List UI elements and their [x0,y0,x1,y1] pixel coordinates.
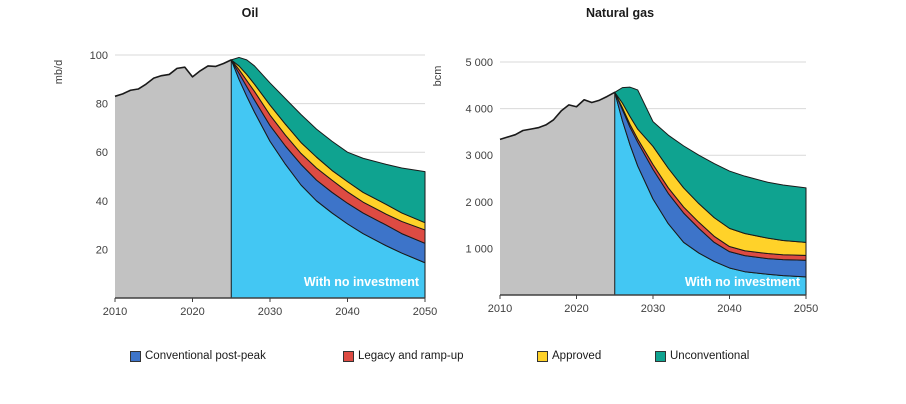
legend-label-unconventional: Unconventional [670,350,750,362]
svg-text:2010: 2010 [488,303,512,315]
legend-item-legacy-and-ramp-up: Legacy and ramp-up [343,349,463,363]
svg-text:2 000: 2 000 [465,197,493,209]
svg-text:2050: 2050 [794,303,818,315]
svg-text:2030: 2030 [258,306,282,318]
svg-text:2050: 2050 [413,306,437,318]
legend-item-approved: Approved [537,349,601,363]
svg-text:2040: 2040 [717,303,741,315]
svg-text:2030: 2030 [641,303,665,315]
oil-chart-title: Oil [241,6,259,20]
svg-text:2020: 2020 [180,306,204,318]
oil-no-investment-annotation: With no investment [303,275,419,289]
svg-text:40: 40 [96,196,108,208]
legend-swatch-unconventional [655,350,666,362]
svg-text:2010: 2010 [103,306,127,318]
svg-text:100: 100 [90,50,108,62]
svg-text:4 000: 4 000 [465,104,493,116]
svg-text:3 000: 3 000 [465,150,493,162]
svg-text:bcm: bcm [432,66,444,87]
legend-swatch-legacy-and-ramp-up [343,350,354,362]
svg-text:1 000: 1 000 [465,243,493,255]
legend-swatch-approved [537,350,548,362]
svg-text:2020: 2020 [564,303,588,315]
svg-text:5 000: 5 000 [465,57,493,69]
svg-text:mb/d: mb/d [53,60,65,84]
legend-item-unconventional: Unconventional [655,349,749,363]
svg-text:80: 80 [96,99,108,111]
natural-gas-chart: 2010 2020 2030 2040 2050 1 000 2 000 3 000 4 000… [432,57,818,315]
svg-text:20: 20 [96,244,108,256]
gas-no-investment-annotation: With no investment [684,275,800,289]
natural-gas-chart-title: Natural gas [585,6,655,20]
legend-label-approved: Approved [552,350,602,362]
legend-item-conventional-post-peak: Conventional post-peak [130,349,266,363]
svg-text:2040: 2040 [335,306,359,318]
legend-label-legacy-and-ramp-up: Legacy and ramp-up [358,350,464,362]
legend-swatch-conventional-post-peak [130,350,141,362]
legend-label-conventional-post-peak: Conventional post-peak [145,350,266,362]
svg-text:60: 60 [96,147,108,159]
